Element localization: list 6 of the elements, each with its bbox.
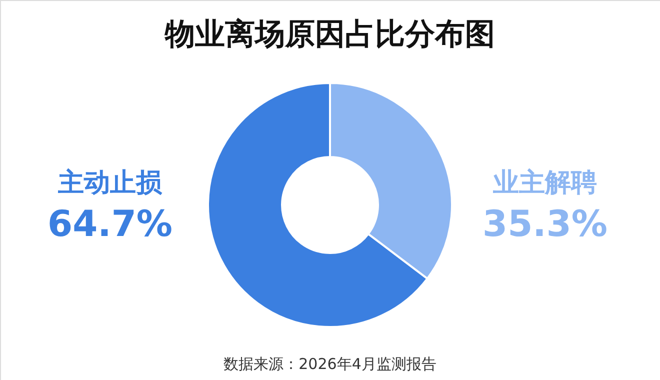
data-label: 35.3% bbox=[482, 204, 608, 245]
slice-label: 业主解聘 bbox=[492, 168, 597, 198]
slice-label: 主动止损 bbox=[57, 168, 163, 198]
chart-title: 物业离场原因占比分布图 bbox=[164, 17, 495, 52]
data-label: 64.7% bbox=[48, 204, 172, 245]
source-note: 数据来源：2026年4月监测报告 bbox=[224, 355, 436, 373]
